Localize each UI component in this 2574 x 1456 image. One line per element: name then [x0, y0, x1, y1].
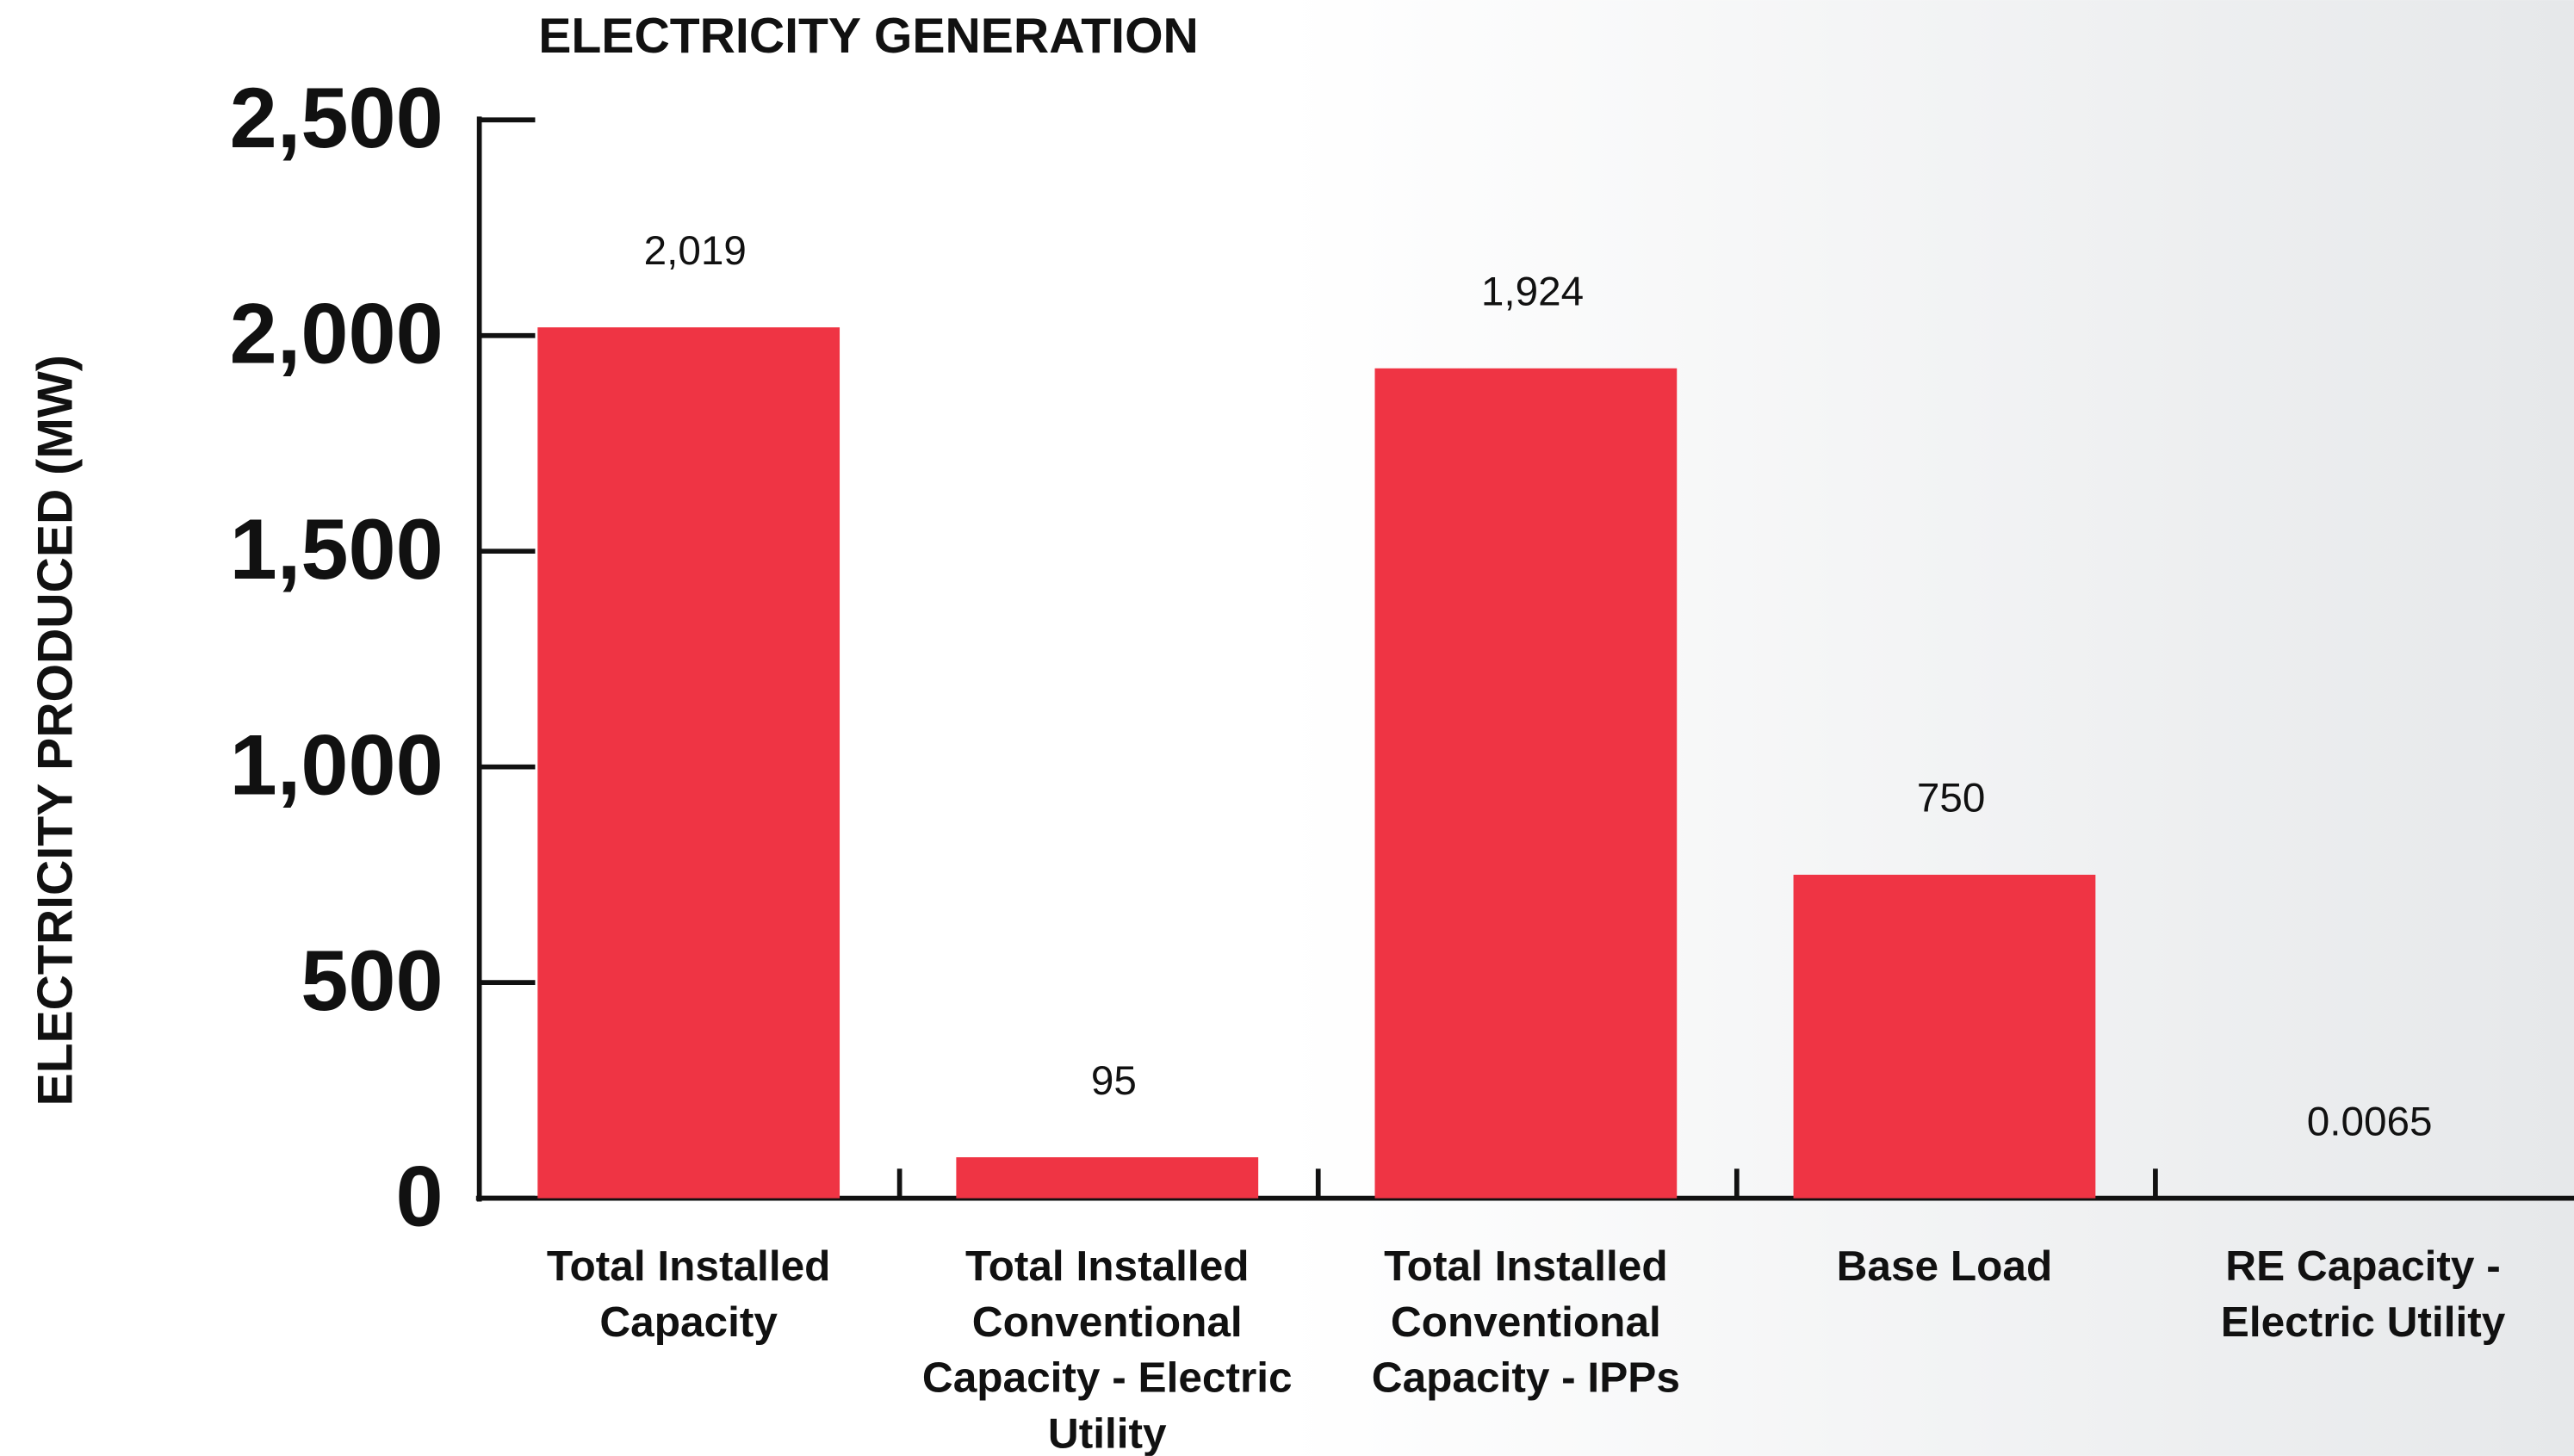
x-tick-label: Total Installed Conventional Capacity - …	[1371, 1241, 1680, 1403]
y-tick-label: 2,000	[230, 287, 443, 382]
x-tick-label-box: RE Capacity - Electric Utility	[2220, 1241, 2506, 1347]
value-label: 2,019	[644, 228, 747, 274]
value-label: 1,924	[1481, 270, 1584, 315]
value-label: 0.0065	[2307, 1099, 2433, 1144]
value-label: 750	[1917, 776, 1986, 821]
x-tick-label: Total Installed Conventional Capacity - …	[921, 1241, 1293, 1456]
x-tick-label: Base Load	[1836, 1241, 2053, 1291]
x-tick-label-box: Total Installed Capacity	[546, 1241, 831, 1347]
y-tick-label: 2,500	[230, 71, 443, 166]
x-tick-label-box: Base Load	[1836, 1241, 2053, 1291]
y-tick-label: 1,000	[230, 718, 443, 814]
y-axis-label: ELECTRICITY PRODUCED (MW)	[28, 355, 84, 1106]
bar	[537, 327, 840, 1199]
y-tick-label: 0	[396, 1149, 443, 1245]
y-tick-label: 1,500	[230, 502, 443, 598]
x-tick-label: RE Capacity - Electric Utility	[2220, 1241, 2506, 1347]
chart-title: ELECTRICITY GENERATION	[538, 9, 1199, 64]
bar	[956, 1157, 1259, 1199]
bar	[1374, 368, 1678, 1199]
x-tick-label-box: Total Installed Conventional Capacity - …	[921, 1241, 1293, 1456]
y-tick-label: 500	[301, 933, 443, 1029]
x-tick-label: Total Installed Capacity	[546, 1241, 831, 1347]
value-label: 95	[1091, 1058, 1137, 1104]
bar	[1793, 874, 2096, 1199]
x-tick-label-box: Total Installed Conventional Capacity - …	[1371, 1241, 1680, 1403]
